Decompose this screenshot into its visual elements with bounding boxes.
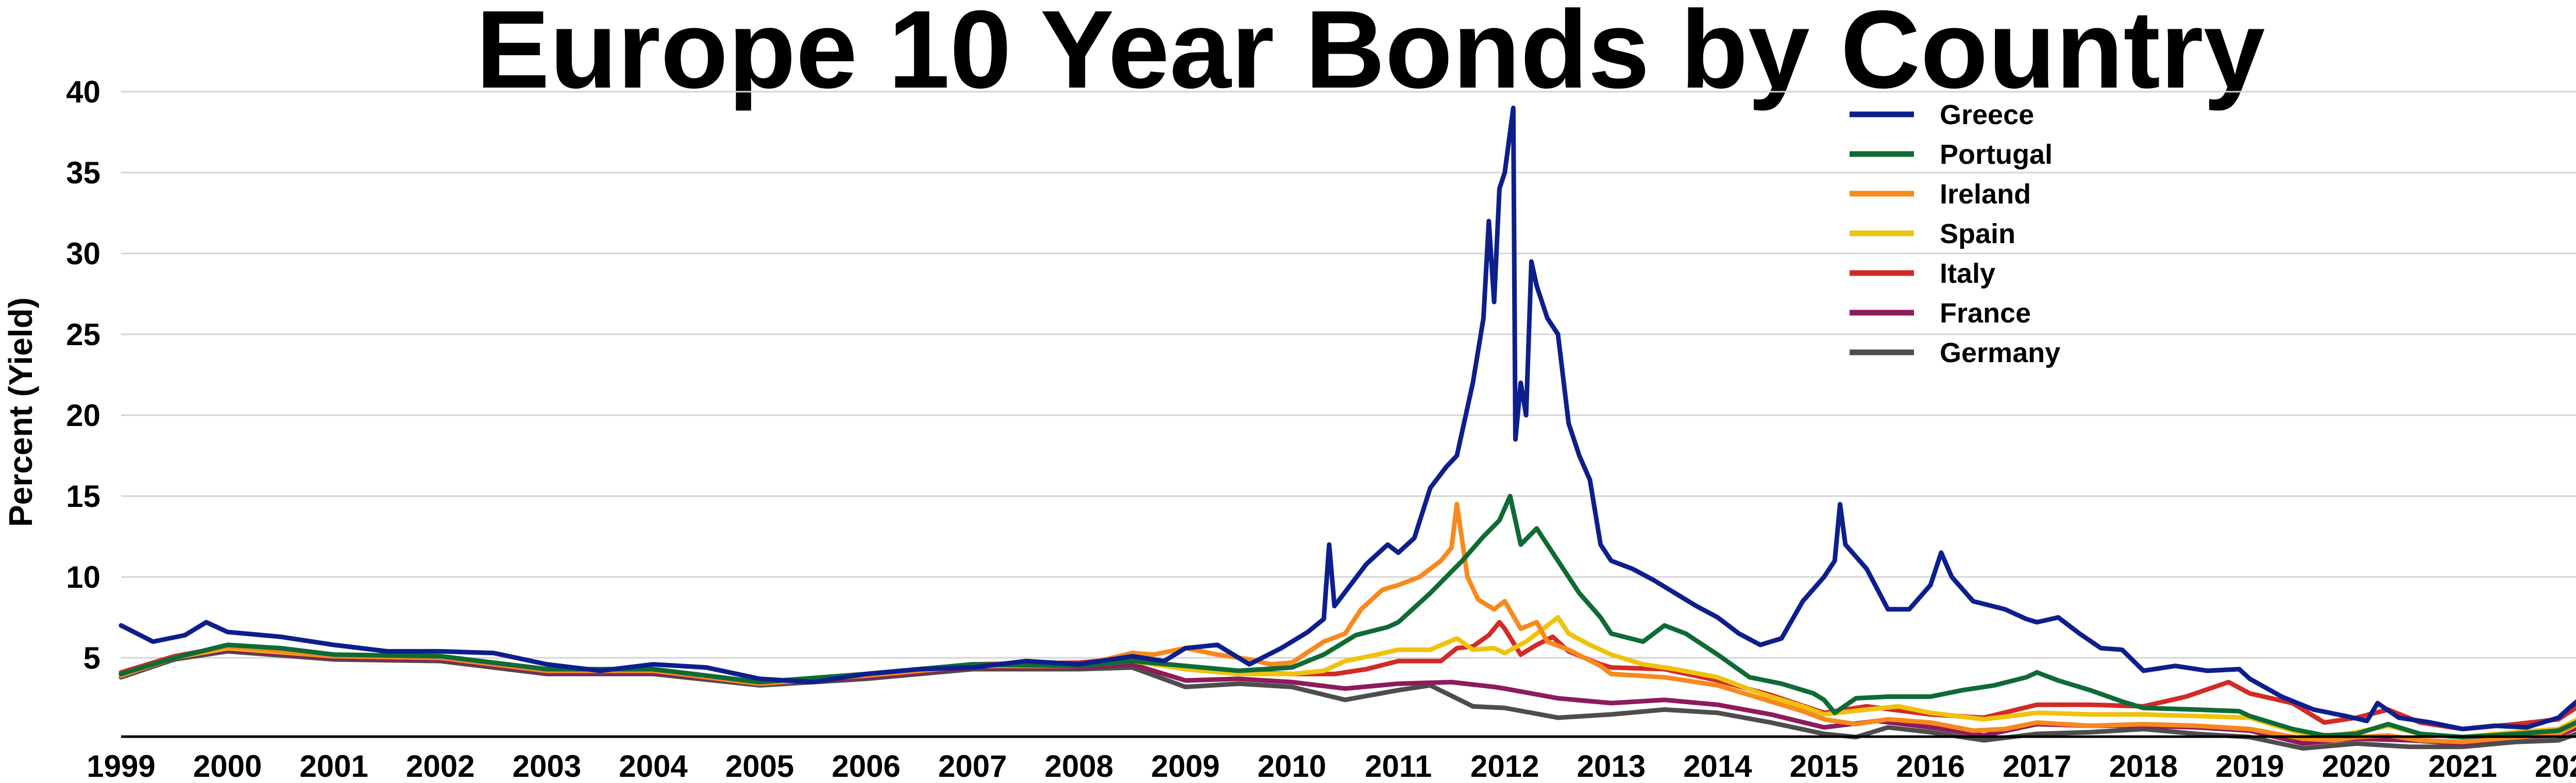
x-tick-label: 1999 (87, 749, 155, 783)
x-tick-label: 2009 (1151, 749, 1219, 783)
x-tick-label: 2016 (1896, 749, 1964, 783)
y-tick-label: 5 (83, 641, 100, 675)
x-tick-label: 2022 (2535, 749, 2576, 783)
y-tick-label: 35 (66, 156, 100, 190)
x-tick-label: 2002 (406, 749, 474, 783)
legend-label-france: France (1940, 298, 2031, 329)
chart-title: Europe 10 Year Bonds by Country (476, 0, 2265, 111)
x-tick-label: 2017 (2003, 749, 2071, 783)
x-tick-label: 2014 (1683, 749, 1752, 783)
x-tick-label: 2005 (725, 749, 794, 783)
y-tick-label: 10 (66, 560, 100, 594)
series-line-ireland (118, 502, 2576, 744)
x-ticks: 1999 2000 2001 2002 2003 2004 2005 2006 2007 2008… (87, 749, 2576, 783)
y-axis-label: Percent (Yield) (2, 297, 39, 527)
series-lines (118, 105, 2576, 751)
legend-label-greece: Greece (1940, 99, 2034, 130)
y-tick-label: 40 (66, 75, 100, 109)
legend-label-italy: Italy (1940, 258, 1995, 289)
y-tick-label: 25 (66, 317, 100, 352)
x-tick-label: 2008 (1045, 749, 1113, 783)
x-tick-label: 2013 (1577, 749, 1646, 783)
legend-label-germany: Germany (1940, 337, 2060, 368)
x-tick-label: 2019 (2215, 749, 2284, 783)
x-tick-label: 2015 (1790, 749, 1858, 783)
x-tick-label: 2004 (619, 749, 688, 783)
y-tick-label: 30 (66, 236, 100, 271)
x-tick-label: 2006 (832, 749, 900, 783)
y-tick-label: 15 (66, 479, 100, 514)
legend: Greece Portugal Ireland Spain Italy France Ger… (1850, 99, 2060, 368)
x-tick-label: 2000 (193, 749, 262, 783)
x-tick-label: 2001 (299, 749, 368, 783)
x-tick-label: 2018 (2109, 749, 2178, 783)
y-tick-label: 20 (66, 398, 100, 433)
x-tick-label: 2021 (2428, 749, 2497, 783)
legend-label-ireland: Ireland (1940, 179, 2031, 210)
series-line-portugal (118, 493, 2576, 740)
legend-label-portugal: Portugal (1940, 139, 2053, 170)
x-tick-label: 2020 (2322, 749, 2391, 783)
x-tick-label: 2012 (1470, 749, 1539, 783)
legend-label-spain: Spain (1940, 218, 2015, 249)
x-tick-label: 2010 (1258, 749, 1326, 783)
x-tick-label: 2003 (513, 749, 581, 783)
x-tick-label: 2007 (938, 749, 1007, 783)
series-line-greece (118, 105, 2576, 731)
gridlines (121, 91, 2576, 659)
y-ticks-left: 5 10 15 20 25 30 35 40 (66, 75, 100, 675)
series-line-spain (118, 615, 2576, 740)
x-tick-label: 2011 (1365, 749, 1432, 783)
